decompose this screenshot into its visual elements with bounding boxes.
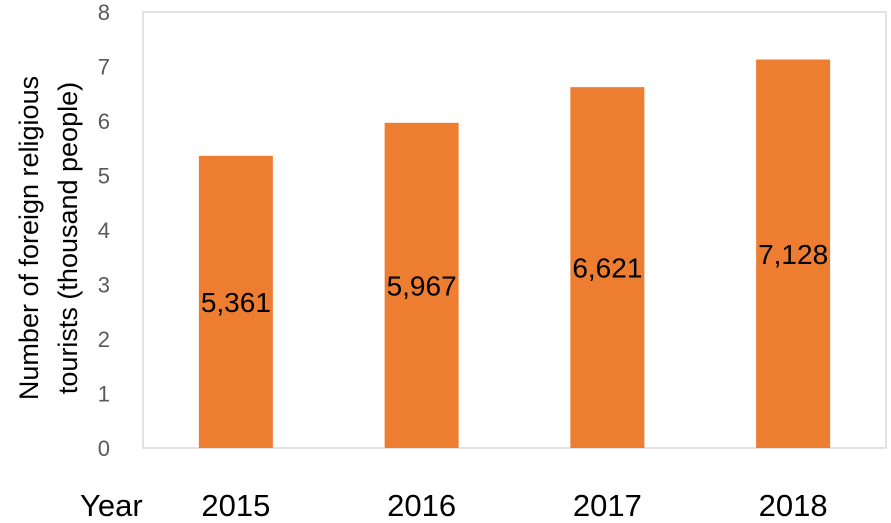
y-tick-label: 3	[98, 273, 110, 298]
y-tick-label: 0	[98, 436, 110, 461]
y-tick-label: 6	[98, 109, 110, 134]
bar-2018	[756, 59, 831, 449]
y-axis-ticks: 0 1 2 3 4 5 6 7 8	[98, 0, 110, 461]
y-axis-title-line-1: Number of foreign religious	[14, 76, 44, 400]
y-axis-title-line-2: tourists (thousand people)	[53, 82, 83, 394]
y-tick-label: 8	[98, 0, 110, 25]
x-tick-label-2016: 2016	[387, 488, 456, 523]
data-label-2015: 5,361	[201, 287, 271, 318]
bar-2015	[198, 155, 273, 448]
y-tick-label: 5	[98, 164, 110, 189]
y-tick-label: 7	[98, 55, 110, 80]
x-axis-title: Year	[80, 488, 143, 523]
data-label-2016: 5,967	[387, 270, 457, 301]
x-axis-categories: 2015 2016 2017 2018	[201, 488, 827, 523]
y-tick-label: 2	[98, 327, 110, 352]
data-labels: 5,361 5,967 6,621 7,128	[201, 239, 828, 318]
x-tick-label-2015: 2015	[201, 488, 270, 523]
x-tick-label-2017: 2017	[573, 488, 642, 523]
data-label-2017: 6,621	[572, 253, 642, 284]
bar-2016	[384, 122, 459, 449]
plot-area	[142, 11, 887, 449]
bar-2017	[570, 87, 645, 448]
bars	[198, 59, 831, 449]
x-tick-label-2018: 2018	[759, 488, 828, 523]
y-tick-label: 1	[98, 382, 110, 407]
data-label-2018: 7,128	[758, 239, 828, 270]
y-tick-label: 4	[98, 218, 110, 243]
y-axis-title: Number of foreign religious tourists (th…	[14, 76, 83, 400]
